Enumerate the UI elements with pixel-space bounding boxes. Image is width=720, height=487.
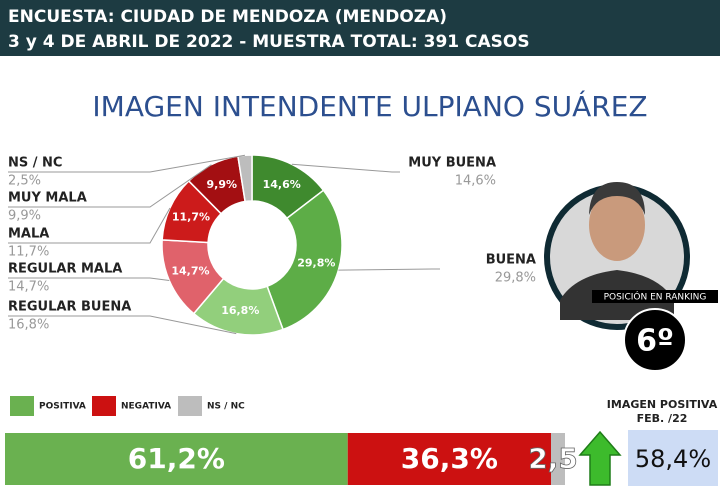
slice-value-label: 11,7% (172, 210, 210, 223)
legend-swatch (10, 396, 34, 416)
side-category-label: NS / NC (8, 156, 62, 171)
ranking-badge (623, 308, 687, 372)
ranking-label-bg (592, 290, 718, 303)
legend-label: NEGATIVA (121, 402, 171, 412)
legend-swatch (178, 396, 202, 416)
header-line: 3 y 4 DE ABRIL DE 2022 - MUESTRA TOTAL: … (8, 32, 530, 52)
donut-slice (266, 189, 343, 331)
side-category-label: BUENA (486, 253, 536, 268)
leader-line (8, 164, 212, 208)
bar-value-label: 36,3% (401, 442, 498, 475)
slice-value-label: 14,6% (263, 178, 301, 191)
up-arrow (578, 430, 622, 486)
legend-label: POSITIVA (39, 402, 86, 412)
bar-value-label: 61,2% (128, 442, 225, 475)
legend-label: NS / NC (207, 402, 245, 412)
header-band (0, 0, 720, 56)
side-value-label: 29,8% (495, 271, 536, 286)
slice-value-label: 29,8% (297, 257, 335, 270)
side-value-label: 14,6% (455, 174, 496, 189)
photo-face (589, 189, 645, 261)
side-value-label: 16,8% (8, 318, 49, 333)
side-value-label: 11,7% (8, 245, 49, 260)
slice-value-label: 9,9% (207, 178, 238, 191)
bar-segment (347, 433, 551, 485)
side-value-label: 2,5% (8, 174, 41, 189)
photo-hair (589, 182, 645, 215)
slice-value-label: 16,8% (221, 304, 259, 317)
side-category-label: MUY MALA (8, 191, 87, 206)
bar-segment (5, 433, 348, 485)
side-value-label: 9,9% (8, 209, 41, 224)
comparison-title: IMAGEN POSITIVA (607, 398, 718, 411)
leader-line (291, 163, 400, 173)
leader-line (338, 268, 440, 271)
leader-line (8, 315, 237, 335)
side-category-label: REGULAR MALA (8, 262, 122, 277)
bar-value-label: 2,5 (528, 442, 578, 475)
bar-segment (551, 433, 565, 485)
comparison-subtitle: FEB. /22 (637, 412, 688, 425)
ranking-position: 6º (636, 324, 674, 359)
side-category-label: REGULAR BUENA (8, 300, 131, 315)
portrait (544, 182, 690, 330)
slice-value-label: 14,7% (171, 264, 209, 277)
comparison-value: 58,4% (635, 445, 711, 473)
ranking-label: POSICIÓN EN RANKING (604, 291, 707, 303)
side-category-label: MALA (8, 227, 49, 242)
header-line: ENCUESTA: CIUDAD DE MENDOZA (MENDOZA) (8, 7, 447, 27)
leader-line (8, 277, 170, 281)
side-value-label: 14,7% (8, 280, 49, 295)
leader-line (8, 207, 171, 244)
legend-swatch (92, 396, 116, 416)
side-category-label: MUY BUENA (408, 156, 496, 171)
title: IMAGEN INTENDENTE ULPIANO SUÁREZ (92, 89, 647, 123)
leader-line (8, 154, 246, 173)
comparison-box (628, 430, 718, 486)
